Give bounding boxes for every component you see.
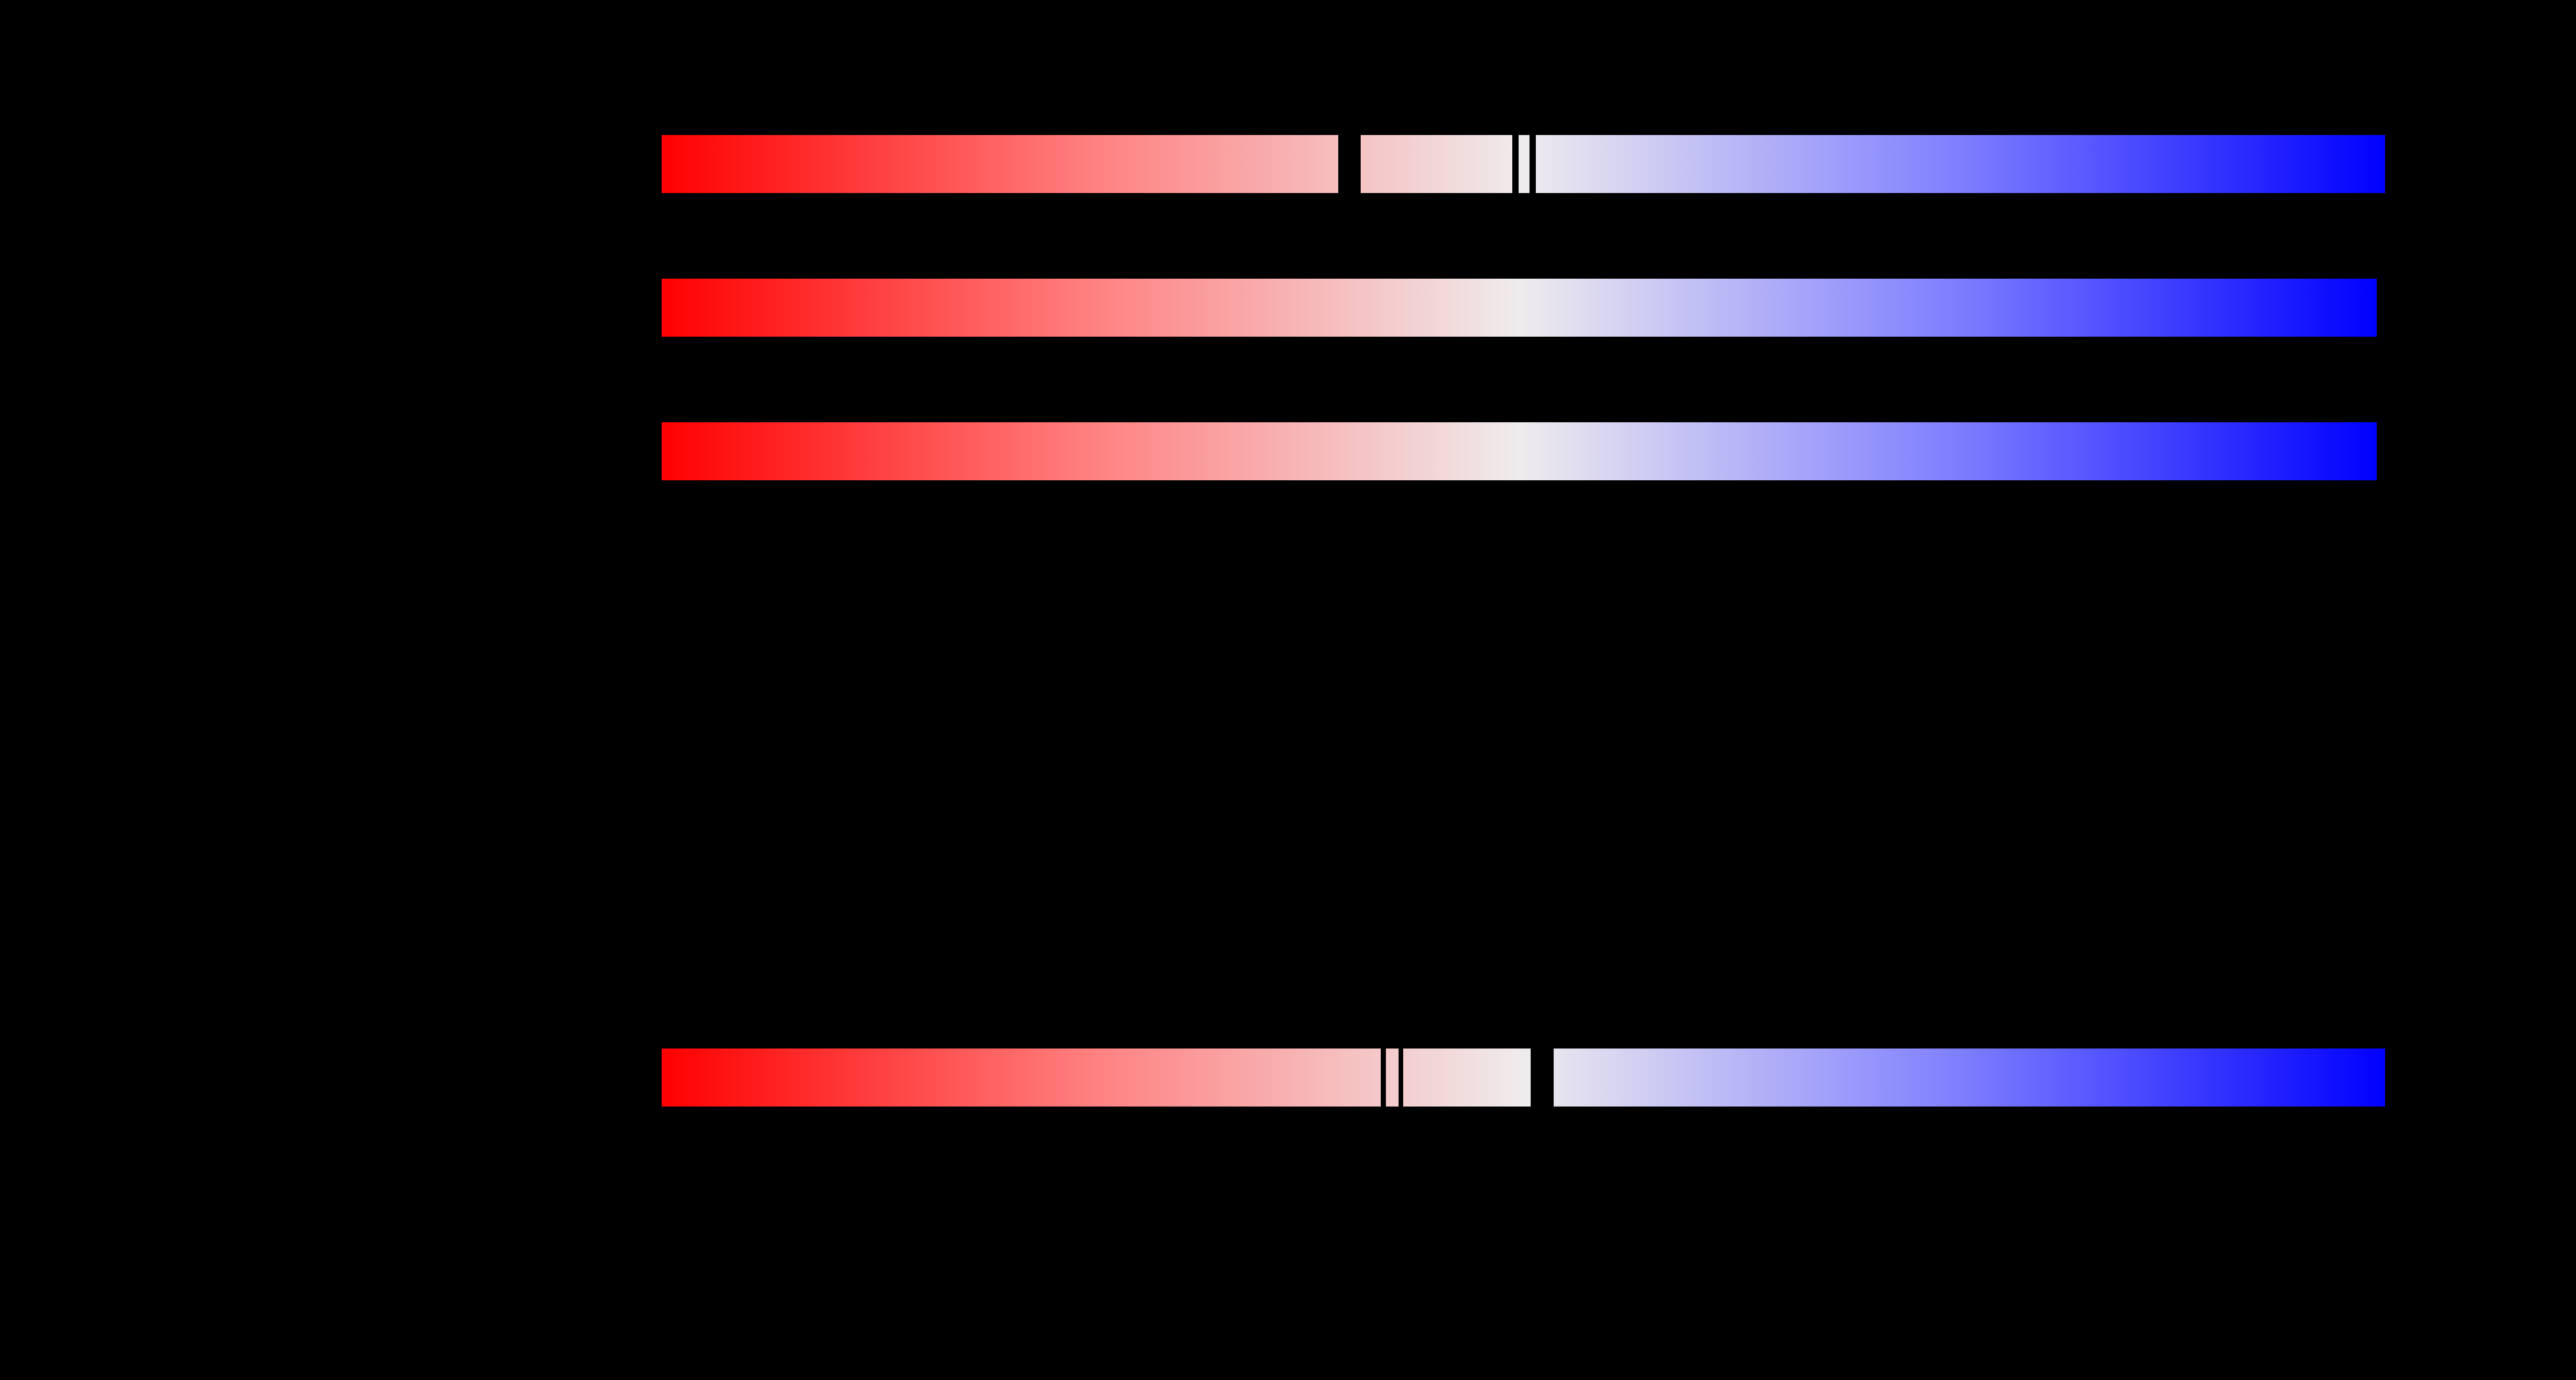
colorbar-2	[662, 279, 2377, 337]
colorbar-1-segment-1	[662, 135, 1338, 193]
colorbar-4-segment-2	[1386, 1049, 1399, 1107]
colorbar-1-segment-2	[1360, 135, 1512, 193]
colorbar-4-segment-1	[662, 1049, 1381, 1107]
colorbar-3-segment-1	[662, 422, 2377, 480]
colorbar-1	[662, 135, 2385, 193]
colorbar-1-segment-4	[1536, 135, 2385, 193]
colorbar-1-segment-3	[1519, 135, 1530, 193]
colorbar-4-segment-4	[1554, 1049, 2385, 1107]
colorbar-4-segment-3	[1403, 1049, 1531, 1107]
colorbar-2-segment-1	[662, 279, 2377, 337]
colorbar-3	[662, 422, 2377, 480]
colorbar-4	[662, 1049, 2385, 1107]
